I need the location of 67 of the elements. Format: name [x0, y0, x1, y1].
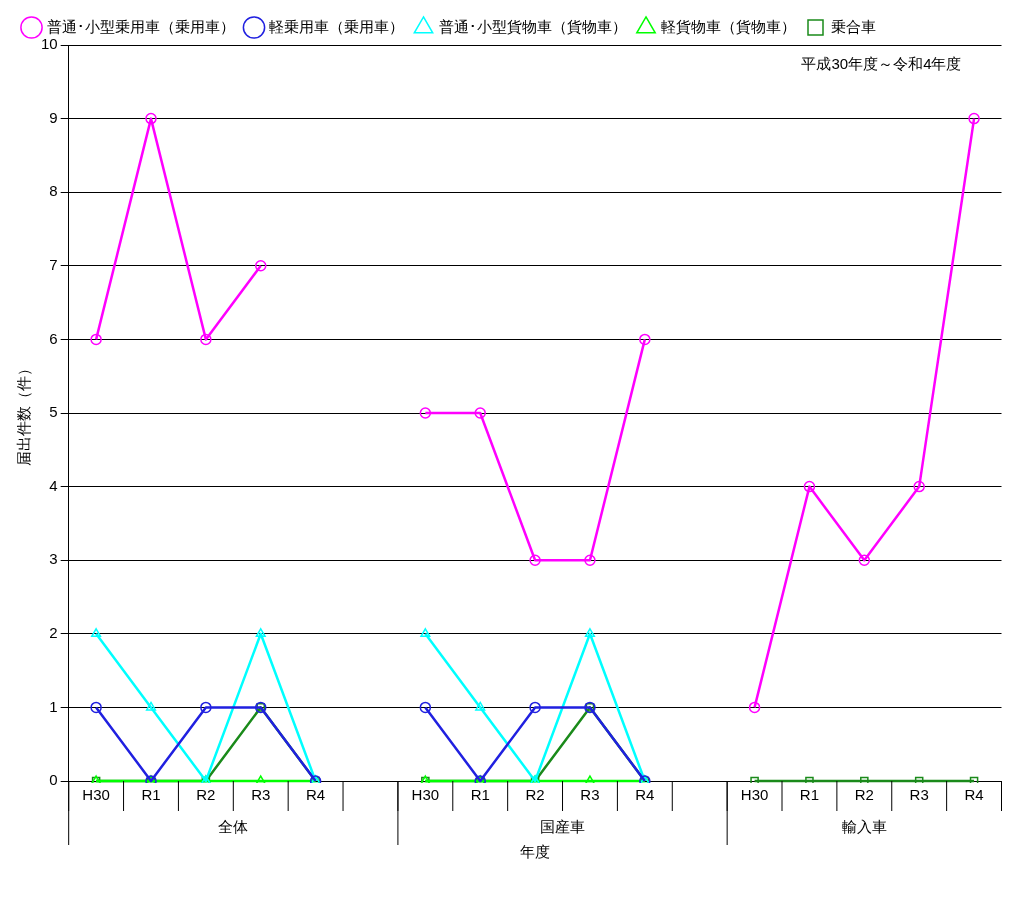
point [913, 480, 925, 493]
point [90, 701, 102, 714]
y-tick-label: 2 [49, 623, 58, 641]
point [584, 554, 596, 566]
point [145, 701, 157, 711]
point [475, 701, 486, 711]
point [255, 628, 266, 638]
point [474, 407, 486, 419]
point [584, 628, 596, 638]
point [529, 554, 541, 566]
legend-label: 普通･小型乗用車（乗用車） [46, 17, 235, 35]
x-tick-label: H30 [82, 786, 110, 804]
legend-label: 軽貨物車（貨物車） [661, 17, 796, 35]
x-tick-label: R1 [470, 786, 490, 804]
point [968, 112, 980, 125]
point [748, 701, 761, 714]
y-tick-label: 3 [49, 550, 58, 568]
x-tick-label: R4 [964, 786, 984, 804]
point [90, 333, 102, 346]
point [145, 112, 157, 125]
x-axis-title: 年度 [520, 843, 551, 861]
x-tick-label: R3 [251, 786, 271, 804]
point [254, 260, 267, 272]
point [805, 776, 814, 783]
x-tick-label: R1 [141, 786, 161, 804]
legend-label: 軽乗用車（乗用車） [269, 17, 404, 35]
y-tick-label: 5 [49, 403, 58, 421]
x-tick-label: H30 [411, 786, 440, 804]
x-tick-label: R2 [854, 786, 874, 804]
text: 国産車 [540, 818, 586, 836]
legend-label: 乗合車 [830, 17, 876, 35]
x-tick-label: R4 [306, 786, 326, 804]
y-tick-label: 10 [41, 35, 58, 53]
y-tick-label: 9 [49, 108, 58, 126]
point [969, 776, 979, 783]
y-axis-title: 届出件数（件） [15, 360, 33, 466]
point [91, 628, 102, 638]
annotation: 平成30年度～令和4年度 [801, 54, 962, 72]
y-tick-label: 1 [49, 697, 58, 715]
point [419, 701, 432, 714]
x-tick-label: R1 [799, 786, 820, 804]
y-tick-label: 4 [49, 476, 58, 494]
x-tick-label: R2 [525, 786, 545, 804]
x-tick-label: R3 [909, 786, 929, 804]
x-tick-label: R3 [580, 786, 600, 804]
point [420, 628, 431, 638]
legend-label: 普通･小型貨物車（貨物車） [438, 17, 627, 35]
text: 全体 [218, 818, 249, 836]
point [750, 776, 759, 783]
x-tick-label: R4 [635, 786, 655, 804]
point [639, 333, 651, 346]
y-tick-label: 0 [49, 771, 58, 789]
point [419, 407, 432, 419]
point [200, 333, 212, 346]
point [803, 480, 816, 493]
y-tick-label: 8 [49, 182, 58, 200]
y-tick-label: 7 [49, 255, 58, 273]
y-tick-label: 6 [49, 329, 58, 347]
point [914, 776, 924, 783]
text: 輸入車 [841, 818, 887, 836]
point [200, 701, 212, 714]
point [858, 554, 871, 566]
x-tick-label: R2 [196, 786, 216, 804]
point [860, 776, 869, 783]
point [255, 775, 266, 783]
x-tick-label: H30 [740, 786, 769, 804]
point [529, 701, 541, 714]
